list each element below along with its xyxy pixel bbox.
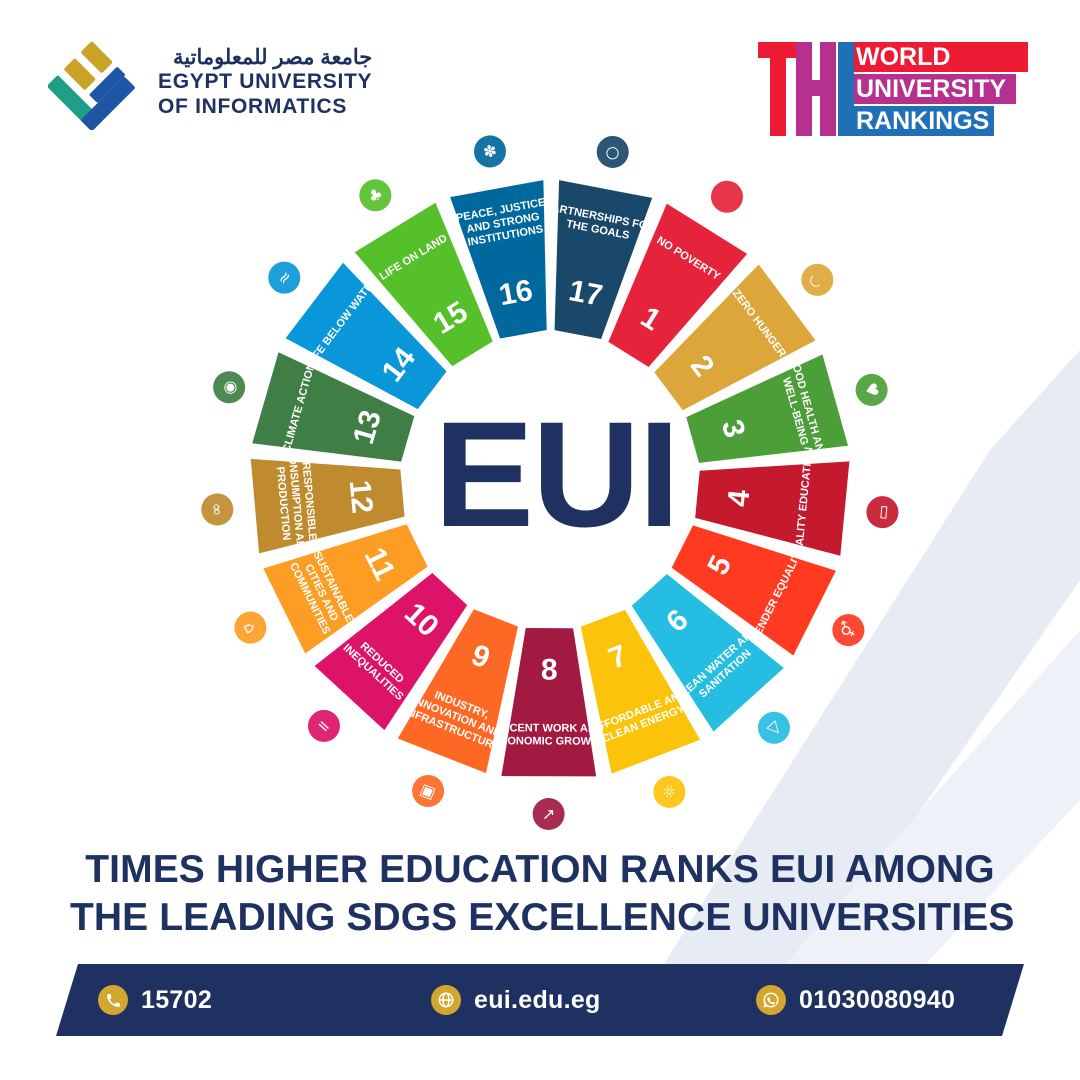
sdg-goal-12-tile	[250, 458, 405, 554]
sdg-goal-14-tile	[285, 262, 447, 410]
svg-text:○: ○	[604, 141, 621, 162]
water-glass-arrow-icon: ▽	[757, 711, 790, 744]
sdg-goal-17-tile	[554, 180, 653, 339]
growth-chart-arrow-icon: ↗	[532, 797, 565, 830]
svg-text:♥: ♥	[861, 380, 883, 399]
sdg-goal-8-title: DECENT WORK AND ECONOMIC GROWTH	[492, 722, 606, 747]
city-buildings-icon: ⌂	[234, 611, 267, 644]
svg-text:▭: ▭	[872, 504, 892, 521]
svg-text:✽: ✽	[482, 141, 499, 162]
sdg-goal-12[interactable]: 12 RESPONSIBLECONSUMPTION ANDPRODUCTION ∞	[200, 447, 405, 559]
steaming-bowl-icon: ◡	[801, 263, 834, 296]
sdg-goal-9-tile	[397, 609, 518, 774]
fish-waves-icon: ≈	[268, 261, 301, 294]
infinity-loop-icon: ∞	[201, 493, 234, 526]
university-name-line2: OF INFORMATICS	[158, 94, 348, 118]
sdg-goal-7-tile	[580, 609, 701, 774]
stacked-cubes-icon: ▣	[412, 774, 445, 807]
gender-equals-icon: ⚥	[832, 614, 865, 647]
sun-power-icon: ☼	[653, 775, 686, 808]
whatsapp-icon	[756, 985, 786, 1015]
contact-phone[interactable]: 15702	[98, 985, 212, 1015]
headline-line-1: TIMES HIGHER EDUCATION RANKS EUI AMONG	[85, 848, 995, 891]
sdg-goal-4[interactable]: 4 QUALITY EDUCATION ▭	[695, 446, 900, 563]
university-name-arabic: جامعة مصر للمعلوماتية	[173, 45, 373, 69]
sdg-goal-6-tile	[631, 573, 784, 732]
the-bar2-label: UNIVERSITY	[856, 75, 1006, 103]
contact-footer-bar: 15702 eui.edu.eg 01030080940	[56, 964, 1024, 1036]
whatsapp-value: 01030080940	[799, 985, 956, 1014]
sdg-goal-16-number: 16	[496, 274, 535, 312]
headline-line-2: THE LEADING SDGS EXCELLENCE UNIVERSITIES	[70, 895, 1015, 939]
heartbeat-icon: ♥	[855, 373, 888, 406]
interlocking-rings-icon: ○	[596, 135, 629, 168]
phone-value: 15702	[141, 985, 213, 1014]
sdg-goal-4-number: 4	[722, 488, 756, 508]
sdg-goal-3[interactable]: 3 GOOD HEALTH ANDWELL-BEING ♥	[686, 354, 891, 464]
the-rankings-logo: WORLD UNIVERSITY RANKINGS	[756, 38, 1028, 142]
sdg-goal-3-tile	[686, 354, 849, 463]
contact-website[interactable]: eui.edu.eg	[431, 985, 601, 1015]
open-book-pencil-icon: ▭	[866, 496, 899, 529]
sdg-goal-16-tile	[450, 180, 547, 339]
svg-text:☼: ☼	[659, 781, 679, 804]
dove-gavel-icon: ✽	[473, 135, 506, 168]
sdg-goal-12-title: RESPONSIBLECONSUMPTION ANDPRODUCTION	[272, 447, 319, 559]
sdg-goal-8-number: 8	[541, 653, 558, 686]
equals-circle-icon: =	[307, 709, 340, 742]
sdg-goal-1[interactable]: 1NO POVERTY	[608, 175, 749, 367]
sdg-wheel: 1 NO POVERTY 2 ZERO HUNGER ◡ 3 GOOD HEALTH AN…	[190, 120, 910, 840]
sdg-goal-1-tile	[608, 203, 748, 367]
university-logo: جامعة مصر للمعلوماتية EGYPT UNIVERSITY O…	[47, 34, 373, 131]
sdg-goal-10-tile	[314, 573, 468, 731]
page-title: TIMES HIGHER EDUCATION RANKS EUI AMONG T…	[0, 846, 1080, 942]
sdg-goal-4-tile	[695, 461, 850, 556]
globe-eye-icon: ◉	[213, 371, 246, 404]
svg-text:∞: ∞	[207, 502, 227, 517]
the-bar3-label: RANKINGS	[856, 107, 989, 135]
sdg-goal-11-tile	[263, 524, 428, 654]
sdg-goal-13-tile	[252, 352, 415, 462]
sdg-goal-5-tile	[671, 525, 836, 656]
globe-icon	[431, 985, 461, 1015]
tree-birds-icon: ♣	[359, 179, 392, 212]
sdg-goal-15-tile	[354, 202, 493, 367]
sdg-goal-8[interactable]: 8 DECENT WORK AND ECONOMIC GROWTH ↗	[492, 628, 606, 830]
sdg-goal-5[interactable]: 5 GENDER EQUALITY ⚥	[671, 525, 870, 656]
contact-whatsapp[interactable]: 01030080940	[756, 985, 955, 1015]
university-name-line1: EGYPT UNIVERSITY	[158, 70, 373, 94]
phone-icon	[98, 985, 128, 1015]
the-bar1-label: WORLD	[856, 43, 950, 71]
sdg-goal-12-number: 12	[343, 479, 379, 515]
website-value: eui.edu.eg	[474, 985, 601, 1014]
family-group-icon	[710, 180, 743, 213]
svg-text:↗: ↗	[542, 804, 555, 823]
sdg-goal-8-tile	[501, 628, 597, 777]
eui-monogram-icon	[47, 34, 144, 131]
sdg-goal-2-tile	[654, 264, 816, 411]
svg-text:▣: ▣	[418, 779, 439, 802]
sdg-goal-17-number: 17	[566, 274, 605, 313]
svg-text:◉: ◉	[218, 378, 240, 397]
